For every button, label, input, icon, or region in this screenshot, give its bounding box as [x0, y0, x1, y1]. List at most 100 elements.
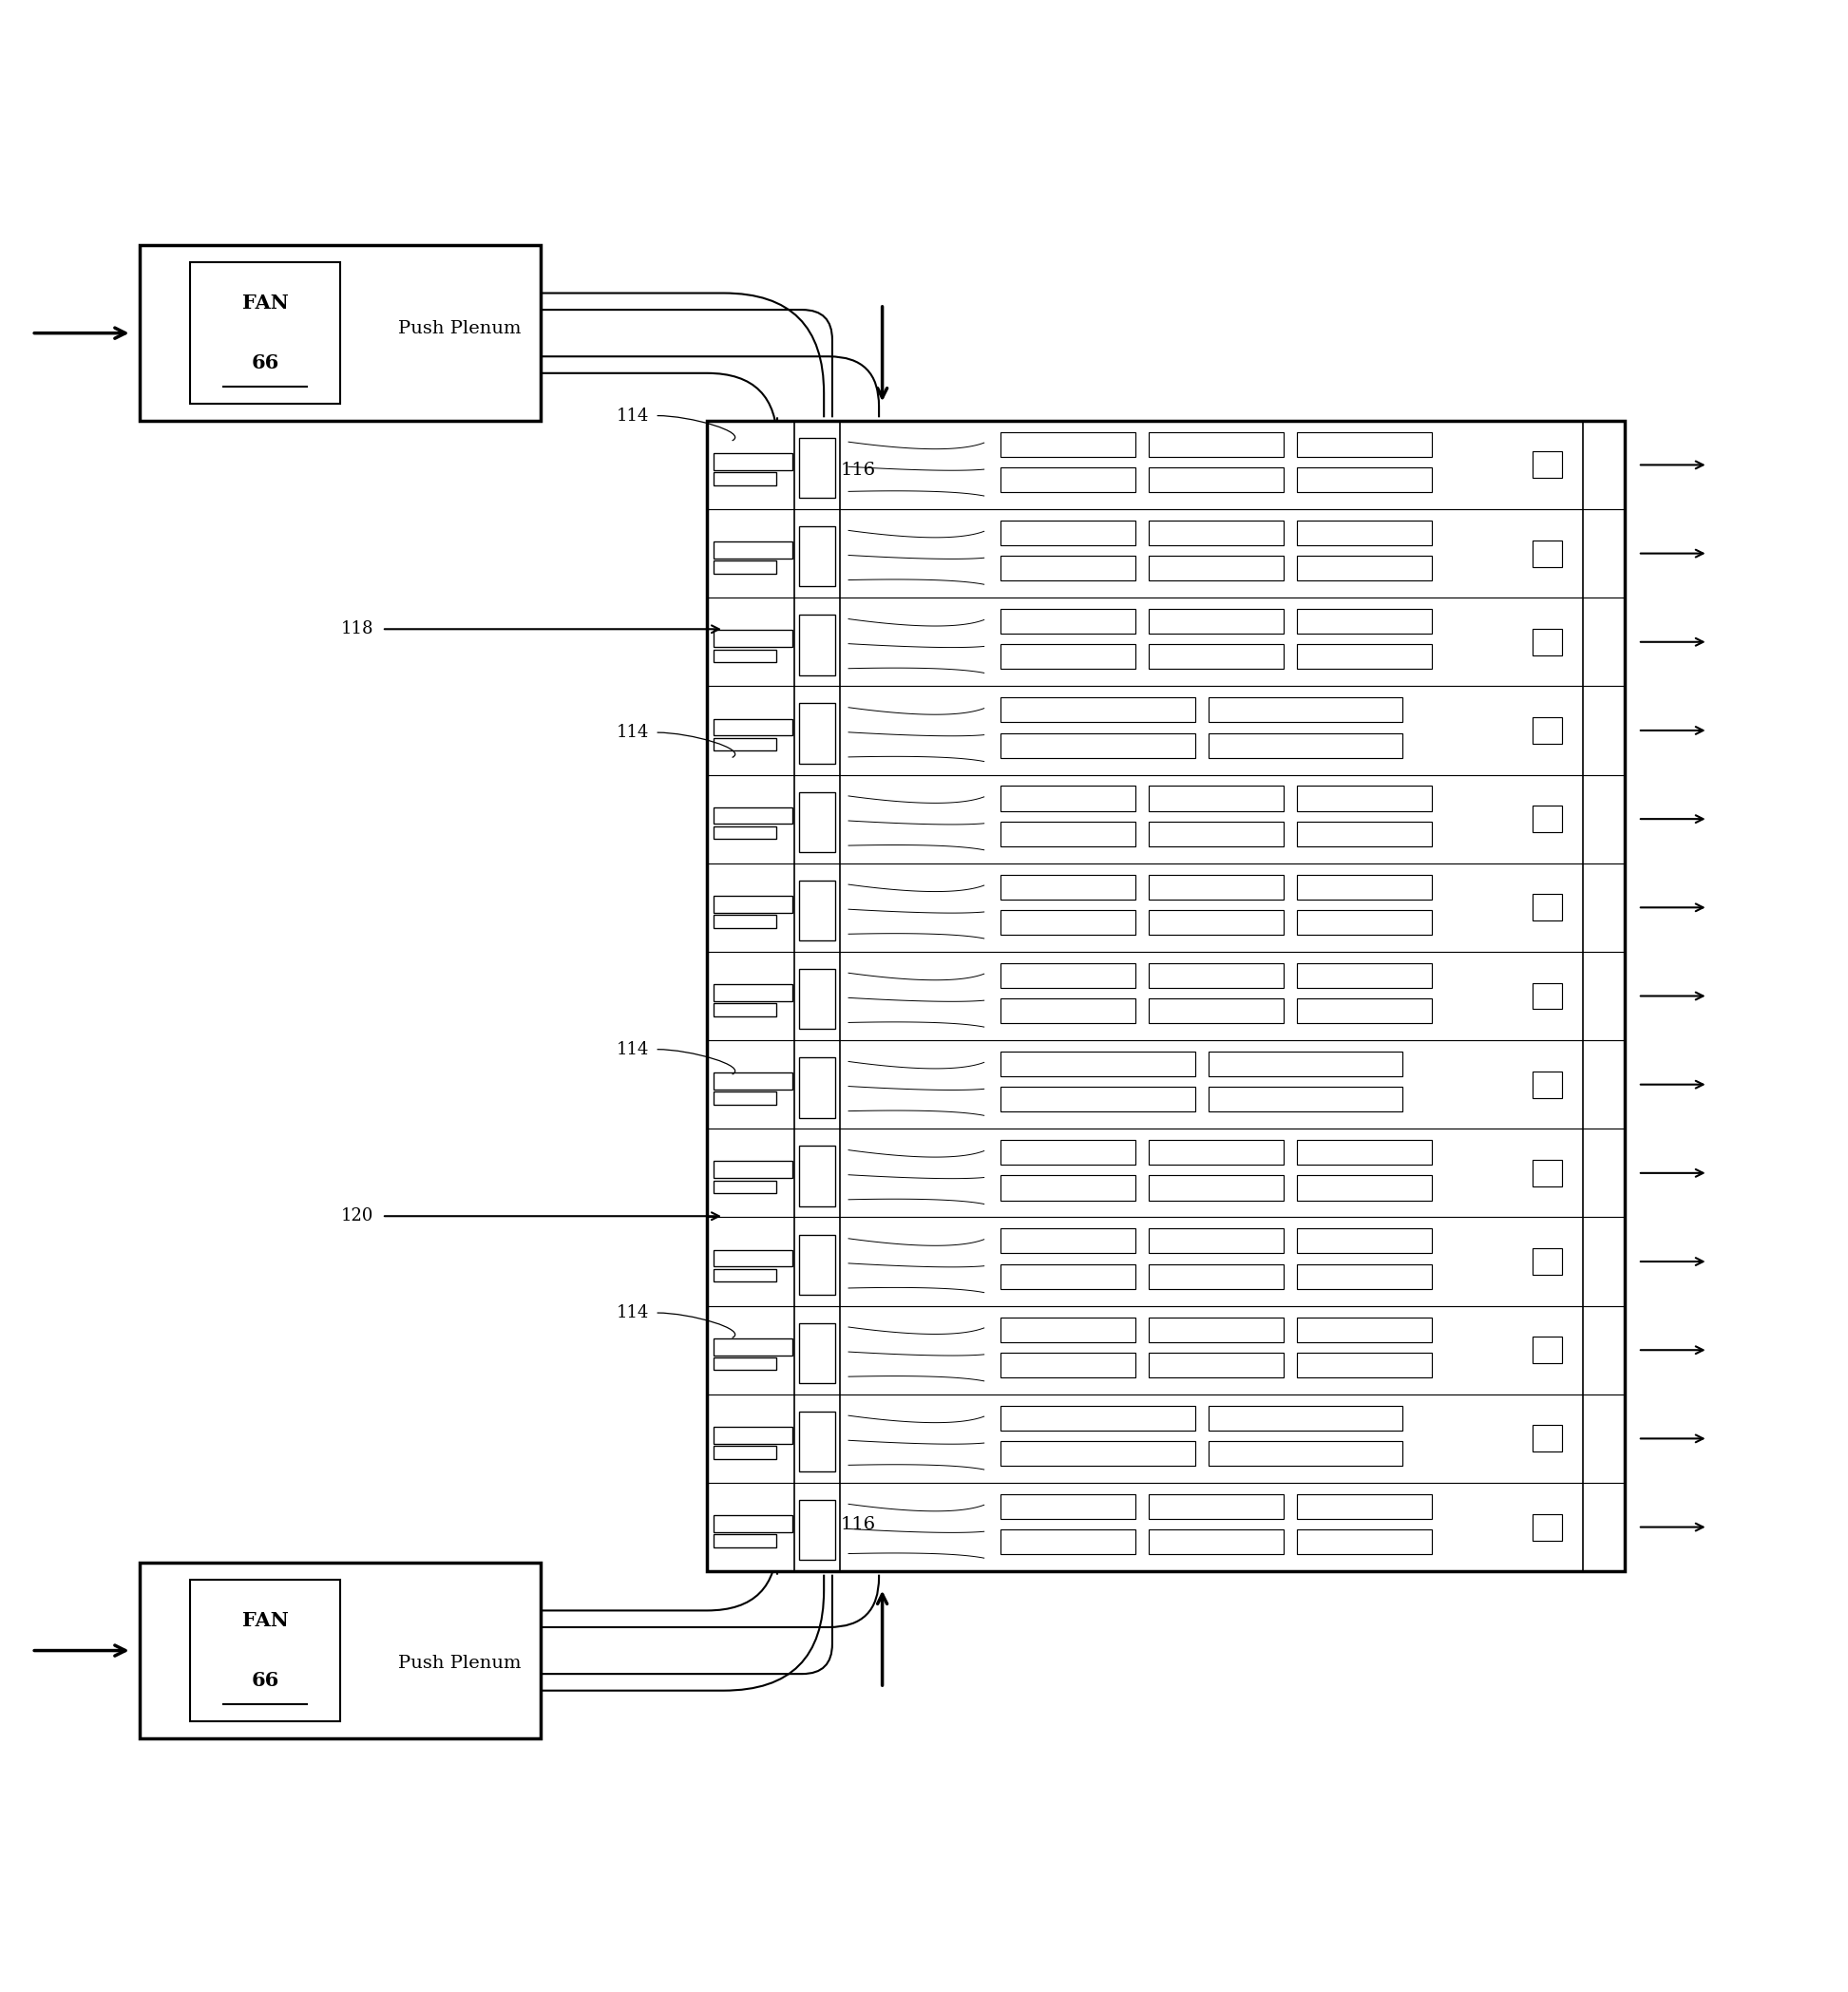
Bar — [1209, 1440, 1403, 1466]
Bar — [1149, 1317, 1284, 1343]
Bar — [1297, 1265, 1432, 1289]
Bar — [713, 1446, 776, 1458]
Bar — [140, 245, 540, 420]
Bar — [800, 616, 835, 675]
Bar — [1002, 610, 1137, 633]
Bar — [713, 1339, 793, 1355]
Bar — [1002, 1175, 1137, 1201]
Bar — [713, 472, 776, 486]
Bar — [800, 438, 835, 498]
Bar — [1002, 520, 1137, 546]
Bar — [1532, 1514, 1562, 1540]
Bar — [1297, 645, 1432, 669]
Bar — [1297, 1317, 1432, 1343]
Text: 116: 116 — [841, 462, 876, 480]
Bar — [1149, 874, 1284, 898]
Bar — [1297, 874, 1432, 898]
Bar — [1297, 910, 1432, 934]
Bar — [800, 793, 835, 853]
Bar — [1149, 432, 1284, 456]
Bar — [1149, 821, 1284, 847]
Bar — [1002, 1265, 1137, 1289]
Bar — [140, 1564, 540, 1739]
Bar — [1002, 1494, 1137, 1518]
Bar — [713, 1357, 776, 1370]
Text: 66: 66 — [251, 1671, 279, 1689]
Bar — [1002, 874, 1137, 898]
Bar — [713, 562, 776, 574]
Bar — [1149, 1229, 1284, 1253]
Bar — [1149, 556, 1284, 582]
Bar — [713, 649, 776, 661]
Bar — [1002, 697, 1196, 723]
Bar — [800, 526, 835, 586]
Text: 114: 114 — [615, 1040, 649, 1058]
Bar — [1532, 982, 1562, 1010]
Bar — [1297, 962, 1432, 988]
Bar — [1532, 1337, 1562, 1363]
Bar — [1297, 468, 1432, 492]
Text: FAN: FAN — [242, 293, 288, 313]
Bar — [1149, 1175, 1284, 1201]
Bar — [1209, 697, 1403, 723]
Bar — [1002, 962, 1137, 988]
Bar — [713, 452, 793, 470]
Bar — [1002, 733, 1196, 757]
Bar — [1209, 1406, 1403, 1430]
Bar — [1532, 1249, 1562, 1275]
Text: FAN: FAN — [242, 1612, 288, 1629]
Bar — [713, 896, 793, 912]
Bar — [713, 542, 793, 558]
Bar — [1002, 1406, 1196, 1430]
Bar — [1149, 1494, 1284, 1518]
Text: 66: 66 — [251, 355, 279, 373]
Bar — [713, 1269, 776, 1281]
Bar — [1149, 610, 1284, 633]
Bar — [1532, 540, 1562, 566]
Bar — [1149, 962, 1284, 988]
Bar — [713, 1004, 776, 1016]
Text: 114: 114 — [615, 1305, 649, 1321]
Bar — [800, 1500, 835, 1560]
Bar — [1209, 1052, 1403, 1076]
Bar — [190, 1580, 340, 1721]
Bar — [1002, 1530, 1137, 1554]
Bar — [1532, 805, 1562, 833]
Bar — [713, 1092, 776, 1106]
Bar — [1002, 645, 1137, 669]
Bar — [800, 1058, 835, 1118]
Bar — [1297, 1139, 1432, 1165]
Bar — [800, 880, 835, 940]
Bar — [1149, 787, 1284, 811]
Text: 118: 118 — [340, 622, 373, 637]
Bar — [713, 807, 793, 825]
Bar — [1002, 1229, 1137, 1253]
Bar — [713, 984, 793, 1002]
Bar — [1209, 733, 1403, 757]
Bar — [1532, 894, 1562, 920]
Bar — [708, 420, 1624, 1572]
Bar — [713, 737, 776, 751]
Bar — [1297, 1229, 1432, 1253]
Bar — [800, 1412, 835, 1472]
Bar — [1297, 1530, 1432, 1554]
Bar — [1297, 1353, 1432, 1376]
Bar — [1149, 1265, 1284, 1289]
Text: 116: 116 — [841, 1516, 876, 1534]
Bar — [713, 1249, 793, 1267]
Bar — [1297, 610, 1432, 633]
Bar — [1002, 1088, 1196, 1112]
Bar — [1297, 1175, 1432, 1201]
Text: Push Plenum: Push Plenum — [399, 1655, 521, 1671]
Text: 120: 120 — [340, 1207, 373, 1225]
Bar — [713, 1534, 776, 1548]
Bar — [1002, 1317, 1137, 1343]
Bar — [1002, 1353, 1137, 1376]
Bar — [1297, 1494, 1432, 1518]
Bar — [1002, 998, 1137, 1024]
Bar — [1297, 821, 1432, 847]
Bar — [1002, 1052, 1196, 1076]
Bar — [713, 914, 776, 928]
Bar — [713, 827, 776, 839]
Bar — [1002, 432, 1137, 456]
